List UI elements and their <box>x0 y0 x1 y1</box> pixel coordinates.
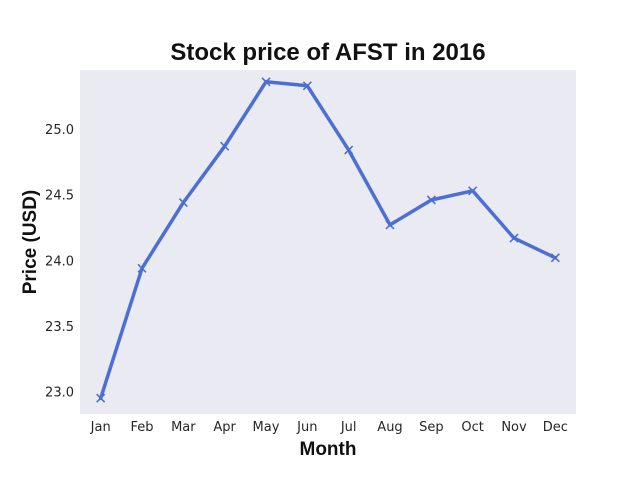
y-axis-label: Price (USD) <box>20 190 41 295</box>
x-tick-label: Sep <box>419 420 444 435</box>
series-line <box>98 80 558 400</box>
x-tick-label: May <box>253 420 280 435</box>
x-axis-ticks: Jan Feb Mar Apr May Jun Jul Aug Sep Oct Nov Dec <box>90 420 568 435</box>
data-point-marker <box>426 195 436 205</box>
y-tick-label: 25.0 <box>45 123 74 138</box>
x-axis-label: Month <box>300 439 357 460</box>
x-tick-label: Mar <box>171 420 196 435</box>
series-layer <box>96 77 560 403</box>
data-point-marker <box>344 145 354 155</box>
data-point-marker <box>385 220 395 230</box>
x-tick-label: Nov <box>501 420 527 435</box>
x-tick-label: Jun <box>296 420 317 435</box>
plot-area <box>80 70 576 414</box>
chart-title: Stock price of AFST in 2016 <box>170 39 485 66</box>
x-tick-label: Dec <box>543 420 568 435</box>
x-tick-label: Jan <box>90 420 111 435</box>
data-point-marker <box>220 141 230 151</box>
x-tick-label: Apr <box>213 420 236 435</box>
x-tick-label: Feb <box>130 420 153 435</box>
data-point-marker <box>468 186 478 196</box>
data-point-marker <box>550 253 560 263</box>
y-tick-label: 24.5 <box>45 189 74 204</box>
x-tick-label: Oct <box>461 420 483 435</box>
data-point-marker <box>509 233 519 243</box>
y-tick-label: 23.0 <box>45 386 74 401</box>
data-point-marker <box>96 393 106 403</box>
y-tick-label: 23.5 <box>45 320 74 335</box>
y-tick-label: 24.0 <box>45 254 74 269</box>
data-point-marker <box>137 263 147 273</box>
data-point-marker <box>302 81 312 91</box>
y-axis-ticks: 23.0 23.5 24.0 24.5 25.0 <box>45 123 74 401</box>
data-point-marker <box>178 198 188 208</box>
data-point-marker <box>261 77 271 87</box>
x-tick-label: Aug <box>377 420 402 435</box>
x-tick-label: Jul <box>340 420 357 435</box>
